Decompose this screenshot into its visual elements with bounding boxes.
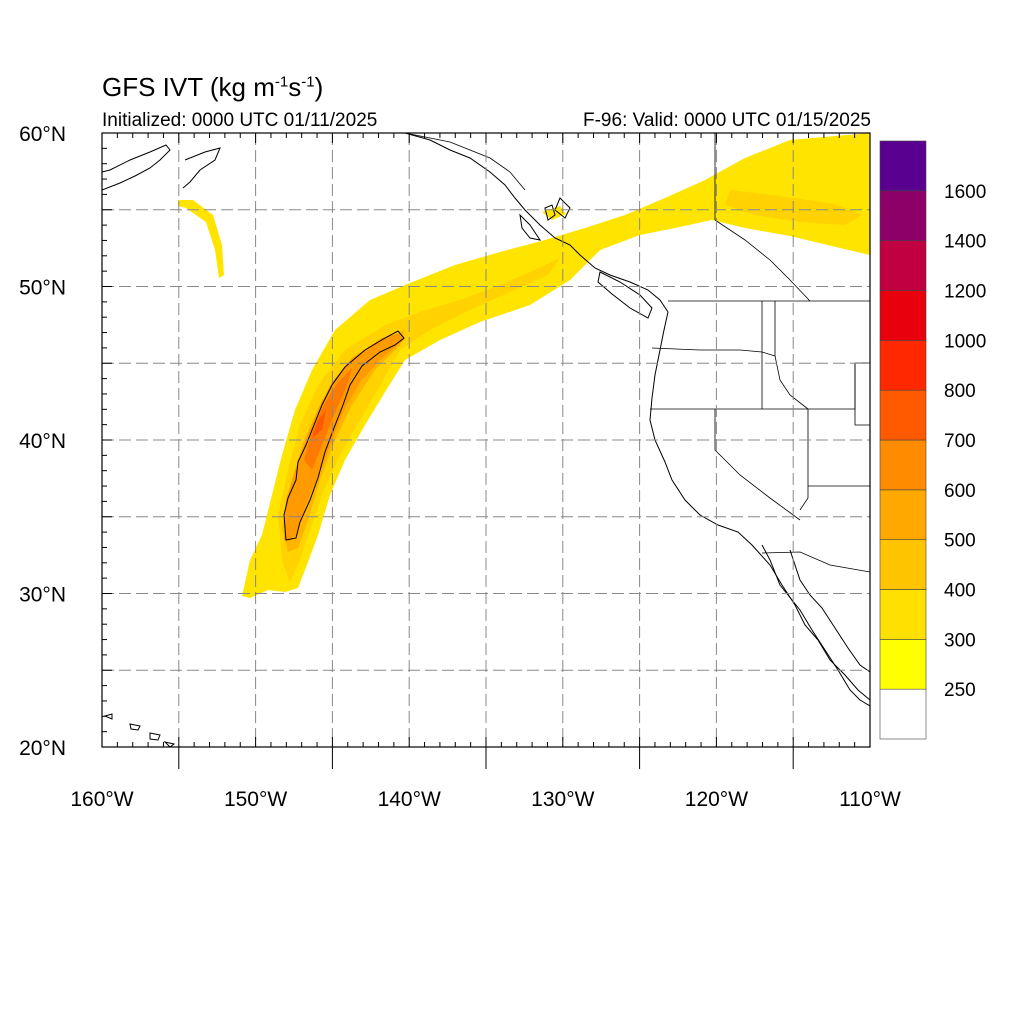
colorbar-label: 400 [944,581,976,602]
valid-time: F-96: Valid: 0000 UTC 01/15/2025 [583,110,871,131]
colorbar-box [879,190,927,241]
ivt-shading-400 [282,330,405,552]
colorbar-labels: 250 300 400 500 600 700 800 1000 1200 1400 1600 [944,182,986,701]
lon-tick-label: 150°W [224,788,287,811]
colorbar-label: 700 [944,431,976,452]
colorbar-box [879,389,927,441]
colorbar [879,140,927,740]
graticule [102,133,870,747]
plot-title: GFS IVT (kg m-1s-1) [102,72,324,102]
colorbar-label: 1000 [944,331,986,352]
lat-tick-label: 30°N [19,584,66,607]
lon-tick-label: 110°W [839,788,901,811]
colorbar-label: 1200 [944,282,986,303]
lon-tick-label: 140°W [378,788,441,811]
colorbar-label: 1400 [944,232,986,253]
colorbar-box [879,140,927,192]
colorbar-box [879,539,927,590]
colorbar-label: 250 [944,680,976,701]
colorbar-box [879,240,927,291]
colorbar-box [879,589,927,640]
colorbar-box [879,439,927,491]
ivt-shading-500 [284,333,404,541]
axis-tick-labels: 160°W 150°W 140°W 130°W 120°W 110°W 60°N 50°N 40… [19,123,901,811]
lat-tick-label: 40°N [19,430,66,453]
colorbar-label: 300 [944,630,976,651]
colorbar-label: 500 [944,531,976,552]
lon-tick-label: 130°W [531,788,594,811]
ivt-contour-600 [283,330,405,541]
colorbar-box [879,340,927,391]
colorbar-box [879,688,927,740]
colorbar-label: 600 [944,481,976,502]
colorbar-box [879,489,927,540]
political-borders [404,133,870,573]
colorbar-label: 1600 [944,182,986,203]
ivt-shading-600 [304,368,352,470]
lon-tick-label: 120°W [685,788,748,811]
lon-tick-label: 160°W [70,788,133,811]
colorbar-box [879,639,927,690]
colorbar-box [879,290,927,341]
initialized-time: Initialized: 0000 UTC 01/11/2025 [102,110,378,131]
lat-tick-label: 20°N [19,737,66,760]
colorbar-label: 800 [944,381,976,402]
axis-ticks [101,132,871,769]
lat-tick-label: 50°N [19,277,66,300]
lat-tick-label: 60°N [19,123,66,146]
